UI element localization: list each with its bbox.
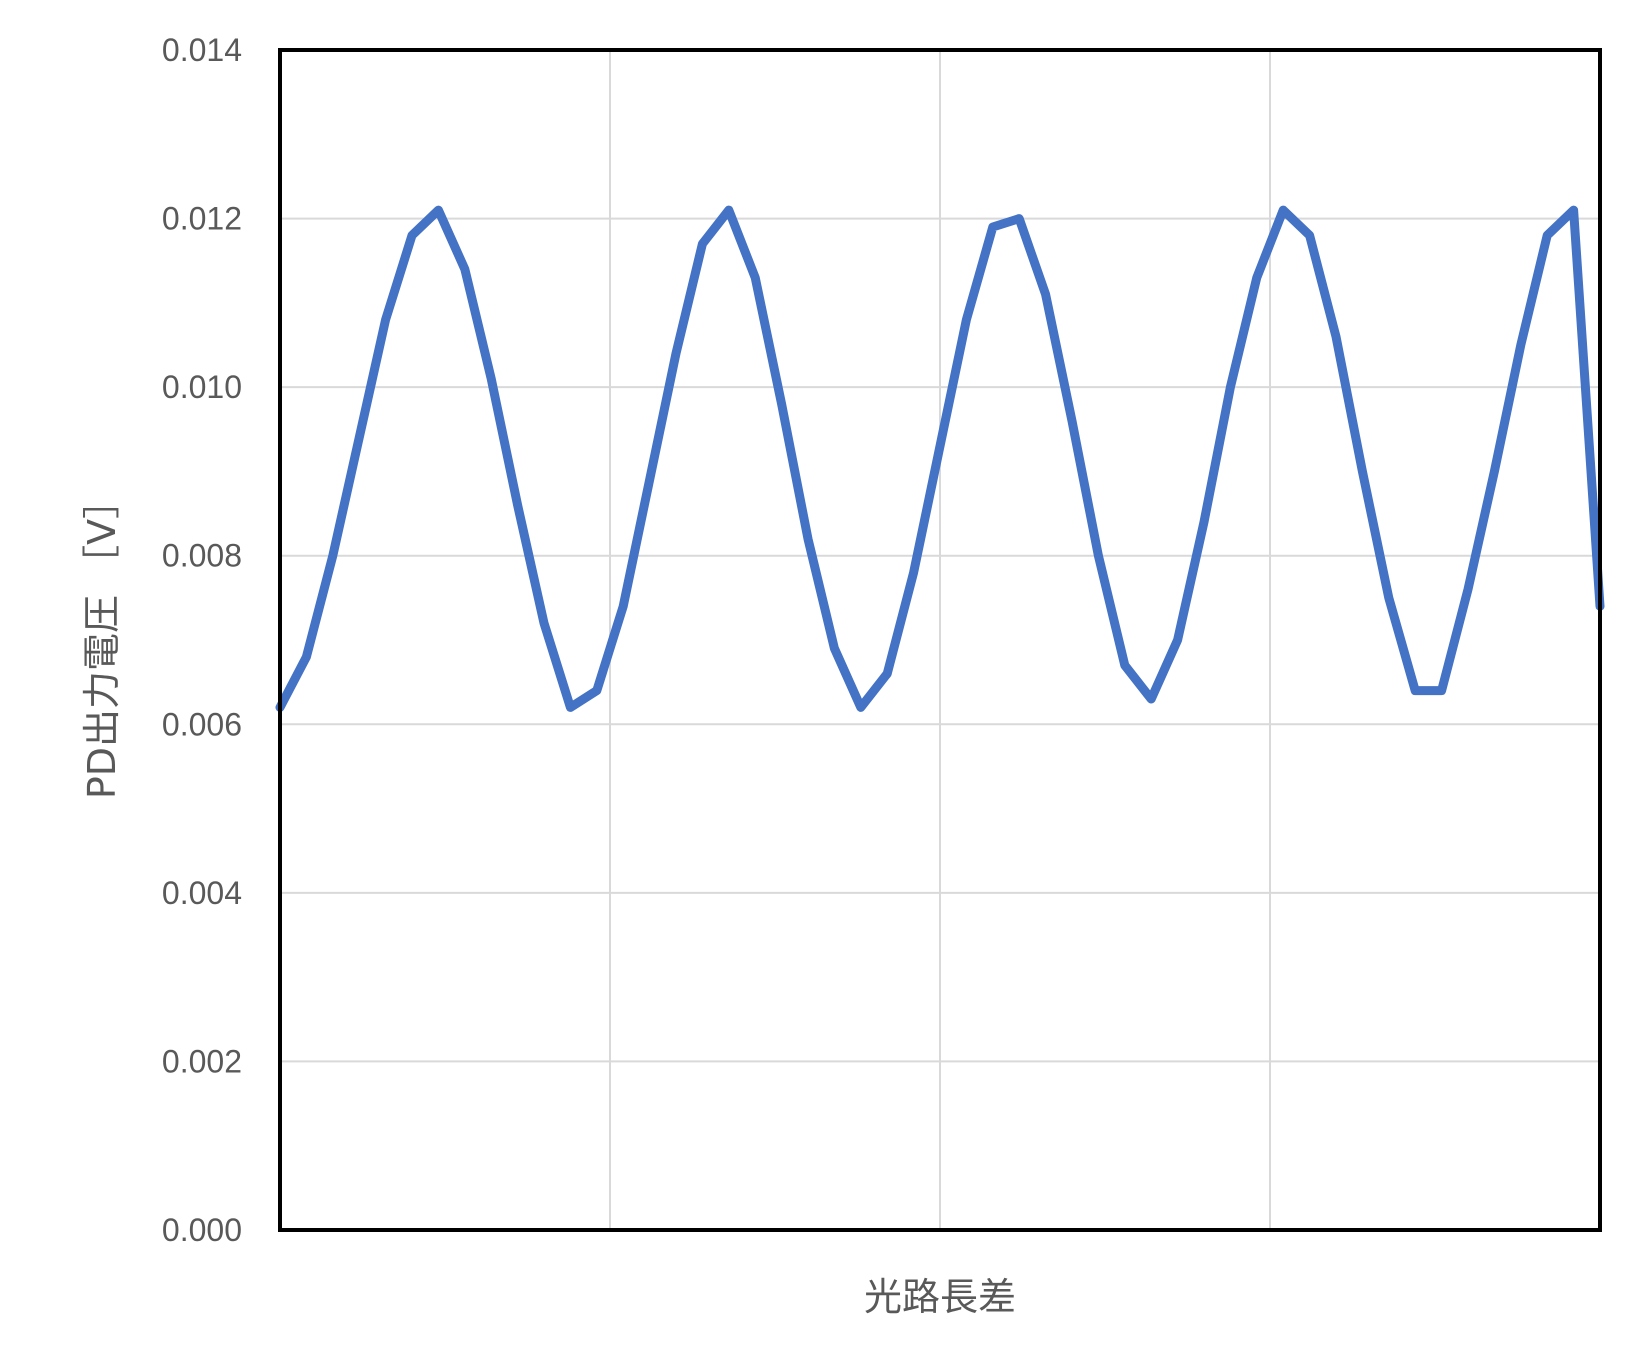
y-tick-label: 0.002 xyxy=(162,1043,242,1079)
y-tick-label: 0.008 xyxy=(162,538,242,574)
y-tick-label: 0.010 xyxy=(162,369,242,405)
series-line xyxy=(275,205,1605,712)
x-axis-title: 光路長差 xyxy=(864,1275,1016,1319)
y-tick-label: 0.004 xyxy=(162,875,242,911)
y-tick-label: 0.012 xyxy=(162,201,242,237)
y-axis-title: PD出力電圧 ［V］ xyxy=(80,481,124,799)
series-layer xyxy=(275,205,1605,712)
y-tick-label: 0.014 xyxy=(162,32,242,68)
plot-area-frame xyxy=(278,48,1602,1232)
y-tick-label: 0.000 xyxy=(162,1212,242,1248)
x-gridlines xyxy=(609,50,1271,1230)
y-axis-tick-labels: 0.000 0.002 0.004 0.006 0.008 0.010 0.012 0.014 xyxy=(162,32,242,1248)
y-tick-label: 0.006 xyxy=(162,706,242,742)
